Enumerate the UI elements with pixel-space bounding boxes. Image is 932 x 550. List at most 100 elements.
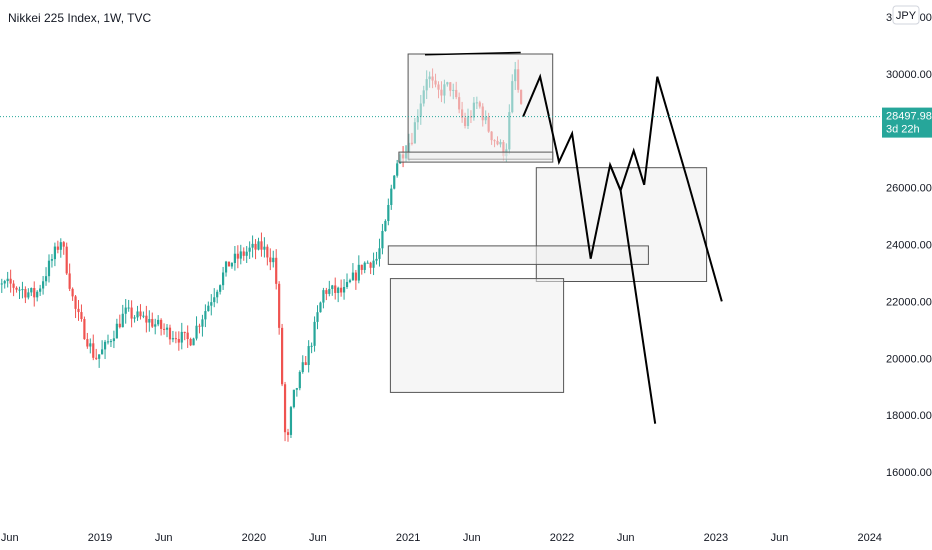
candle-body <box>177 338 180 343</box>
candle <box>345 273 349 289</box>
candle <box>130 300 133 328</box>
candle-body <box>124 307 127 314</box>
candle-body <box>313 321 316 346</box>
candle <box>41 275 45 295</box>
candle-body <box>148 318 151 323</box>
candle-body <box>65 246 68 274</box>
candle <box>254 239 257 260</box>
candle <box>292 389 296 409</box>
candle-body <box>101 349 104 355</box>
candle <box>198 323 201 334</box>
candle <box>269 248 272 271</box>
x-axis[interactable]: Jun 2019 Jun 2020 Jun 2021 Jun 2022 Jun 2023 Jun 20… <box>1 532 882 544</box>
candle <box>71 287 74 301</box>
candle <box>127 299 130 312</box>
candle-body <box>98 354 101 359</box>
candle-body <box>118 323 121 328</box>
candle <box>139 304 142 320</box>
candle-body <box>260 241 263 250</box>
candle <box>378 238 381 267</box>
candle <box>103 339 107 360</box>
candle-body <box>210 302 213 306</box>
candle <box>372 252 375 276</box>
candle-body <box>248 247 251 252</box>
candle-body <box>266 246 269 258</box>
candle-body <box>189 339 192 346</box>
candle <box>33 281 36 307</box>
candle-body <box>275 257 278 284</box>
candle <box>295 387 298 397</box>
candle <box>260 232 263 257</box>
annotation-trend-line <box>424 51 521 56</box>
currency-badge[interactable]: JPY <box>892 5 920 25</box>
last-price-badge: 28497.98 3d 22h <box>882 107 932 138</box>
candle-body <box>112 338 116 342</box>
candle <box>148 310 151 332</box>
candle <box>106 334 110 345</box>
candle-body <box>351 272 355 281</box>
candle <box>340 279 343 297</box>
candle-body <box>68 273 71 289</box>
y-tick-label: 20000.00 <box>886 353 932 365</box>
candle <box>272 250 275 268</box>
candle-body <box>86 339 89 347</box>
candle-body <box>15 287 18 290</box>
candle-body <box>180 331 183 343</box>
candle <box>192 337 195 346</box>
candle-body <box>157 319 160 325</box>
annotation-rectangle <box>387 245 649 265</box>
candle <box>236 245 239 269</box>
candle-body <box>331 285 334 289</box>
candle-body <box>381 231 384 249</box>
candle <box>304 355 307 366</box>
x-tick-label: Jun <box>155 532 173 544</box>
candle-body <box>71 288 74 297</box>
candle-body <box>396 163 399 176</box>
candle <box>154 318 157 335</box>
candle-body <box>145 315 148 323</box>
candle <box>180 322 183 350</box>
candle <box>331 284 334 296</box>
candle <box>6 271 9 288</box>
candle-body <box>298 371 301 389</box>
candle <box>98 354 101 368</box>
candle-body <box>83 319 86 340</box>
candle <box>245 246 248 264</box>
candle <box>24 286 27 304</box>
candle <box>101 340 104 355</box>
candle-body <box>106 341 110 343</box>
candle-body <box>357 264 360 281</box>
candle-body <box>369 262 372 268</box>
candle <box>322 287 325 309</box>
candle-body <box>142 315 145 317</box>
candle <box>47 254 51 283</box>
candle <box>325 287 328 301</box>
candle <box>239 244 242 265</box>
candle-body <box>204 311 207 320</box>
y-tick-label: 16000.00 <box>886 467 932 479</box>
y-axis[interactable]: 16000.00 18000.00 20000.00 22000.00 24000.00… <box>886 12 932 479</box>
candle <box>316 305 319 330</box>
candle <box>121 304 124 328</box>
candle <box>307 340 310 373</box>
candle <box>165 324 169 338</box>
candle-body <box>257 241 260 250</box>
candle-body <box>289 407 293 435</box>
candle <box>278 281 281 335</box>
currency-label: JPY <box>896 10 917 22</box>
candle <box>289 405 293 438</box>
candle <box>328 280 331 297</box>
candle <box>136 305 139 321</box>
candle-body <box>154 324 157 327</box>
candle <box>171 330 175 343</box>
last-price-badge-bg <box>882 107 932 138</box>
candle <box>68 263 71 292</box>
candle <box>201 314 204 337</box>
candle-body <box>92 343 95 358</box>
annotation-rectangle <box>389 278 565 393</box>
candle-body <box>133 317 136 319</box>
candle-body <box>245 251 248 256</box>
candle-body <box>342 287 346 293</box>
candle <box>62 241 65 255</box>
